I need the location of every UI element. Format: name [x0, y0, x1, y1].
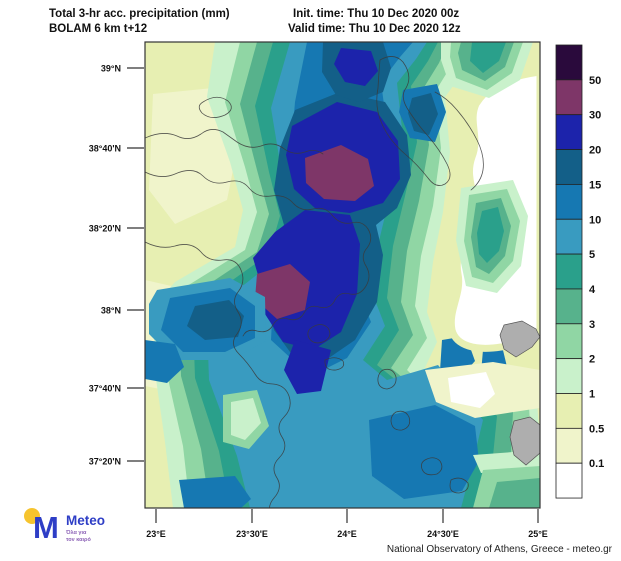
colorbar-segment [555, 323, 583, 360]
colorbar-label: 10 [589, 214, 601, 226]
contour-band-heavy-rain [284, 340, 331, 394]
lat-label: 38°40'N [89, 144, 121, 154]
lat-label: 38°N [101, 306, 121, 316]
init-time-label: Init. time: Thu 10 Dec 2020 00z [293, 8, 459, 20]
lat-label: 38°20'N [89, 224, 121, 234]
chart-title-line1: Total 3-hr acc. precipitation (mm) [49, 8, 230, 20]
precip-contour-layers [145, 42, 540, 508]
logo-wordmark: Meteo [66, 513, 105, 528]
contour-band [231, 398, 261, 440]
colorbar-label: 0.1 [589, 458, 604, 470]
colorbar-segment [555, 114, 583, 150]
colorbar-segment [555, 462, 583, 499]
colorbar-segment [555, 218, 583, 255]
colorbar-segment [555, 79, 583, 116]
logo-tagline-line2: τον καιρό [66, 537, 91, 543]
chart-title-line2: BOLAM 6 km t+12 [49, 23, 147, 35]
colorbar-label: 4 [589, 284, 596, 296]
colorbar-segment [555, 253, 583, 290]
colorbar-label: 15 [589, 179, 601, 191]
colorbar-label: 5 [589, 249, 595, 261]
contour-band [179, 476, 251, 508]
colorbar-segment [555, 149, 583, 185]
meteo-logo: M Meteo Όλα για τον καιρό [24, 508, 105, 545]
logo-sun-icon [24, 508, 40, 524]
lat-label: 39°N [101, 64, 121, 74]
contour-band [408, 93, 438, 135]
contour-band [369, 405, 479, 499]
colorbar-segment [555, 288, 583, 325]
map-frame [144, 41, 541, 509]
colorbar-label: 3 [589, 319, 595, 331]
lon-label: 24°30'E [427, 529, 459, 539]
colorbar-label: 50 [589, 75, 601, 87]
contour-band [489, 478, 540, 508]
colorbar: 50 30 20 15 10 5 4 3 2 1 0.5 0.1 [555, 44, 604, 499]
contour-band [477, 207, 504, 263]
lon-label: 23°30'E [236, 529, 268, 539]
colorbar-label: 30 [589, 110, 601, 122]
colorbar-segment [555, 427, 583, 464]
colorbar-segment [555, 358, 583, 394]
contour-band [334, 48, 378, 86]
contour-band [470, 42, 506, 73]
colorbar-segment [555, 183, 583, 220]
lon-label: 24°E [337, 529, 357, 539]
contour-core-max-north [305, 145, 374, 201]
lat-axis: 39°N 38°40'N 38°20'N 38°N 37°40'N 37°20'… [89, 64, 144, 467]
nodata-island [509, 416, 540, 466]
lat-label: 37°20'N [89, 457, 121, 467]
lon-label: 25°E [528, 529, 548, 539]
lon-axis: 23°E 23°30'E 24°E 24°30'E 25°E [146, 509, 548, 539]
contour-core-max-south [255, 264, 310, 319]
colorbar-label: 20 [589, 145, 601, 157]
lon-label: 23°E [146, 529, 166, 539]
valid-time-label: Valid time: Thu 10 Dec 2020 12z [288, 23, 461, 35]
colorbar-label: 0.5 [589, 423, 604, 435]
colorbar-segment [555, 393, 583, 429]
logo-tagline-line1: Όλα για [65, 530, 87, 536]
attribution-text: National Observatory of Athens, Greece -… [387, 544, 613, 555]
logo-m-icon: M [33, 510, 59, 545]
colorbar-label: 1 [589, 389, 595, 401]
nodata-island [499, 320, 540, 358]
contour-band [448, 372, 495, 408]
map-area [144, 41, 541, 509]
lat-label: 37°40'N [89, 384, 121, 394]
nodata-islands [499, 320, 540, 466]
contour-band [145, 340, 184, 383]
contour-band [187, 300, 244, 340]
colorbar-segment [555, 44, 583, 81]
colorbar-label: 2 [589, 354, 595, 366]
coastlines [145, 56, 484, 508]
